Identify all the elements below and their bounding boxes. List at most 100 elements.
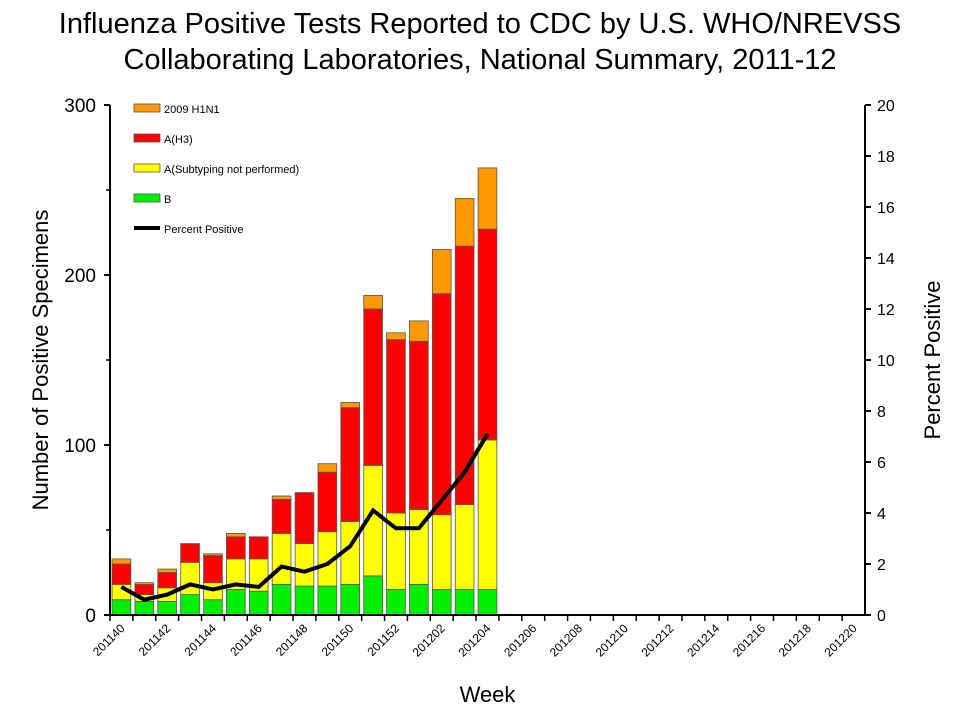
bar-segment [477,228,498,441]
legend-label: 2009 H1N1 [164,104,220,116]
bar-segment [431,514,452,590]
bar-segment [340,407,361,522]
bar-segment [409,340,429,510]
bar-segment [294,492,315,545]
bar-segment [180,594,200,616]
bar-segment [409,320,429,342]
y-tick-label: 200 [64,266,96,287]
x-tick-label: 201220 [821,621,859,659]
y-tick-label: 0 [85,606,96,627]
y2-tick-label: 18 [877,149,895,166]
bar-segment [226,533,246,538]
x-tick-label: 201144 [181,621,219,659]
bar-segment [454,504,475,590]
bar-segment [363,575,383,616]
x-tick-label: 201142 [136,621,174,659]
bar-segment [409,584,429,616]
x-tick-label: 201146 [227,621,265,659]
bar-segment [454,589,475,616]
x-tick-label: 201204 [455,621,493,659]
bar-segment [477,167,498,230]
legend-label: B [164,194,171,206]
bar-segment [271,533,292,585]
bar-segment [271,584,292,616]
y2-tick-label: 10 [877,353,895,370]
bar-segment [340,402,361,408]
y2-tick-label: 4 [877,506,886,523]
bar-segment [317,585,338,616]
percent-positive-line [120,432,490,602]
bar-segment [157,568,177,573]
bar-segment [271,495,292,500]
bar-segment [477,439,498,590]
bar-segment [294,543,315,587]
chart-title-line-1: Influenza Positive Tests Reported to CDC… [58,8,902,40]
y-tick-label: 300 [64,96,96,117]
bar-segment [271,498,292,534]
bar-segment [363,294,383,310]
bar-segment [454,245,475,505]
bar-segment [226,536,246,560]
legend-label: Percent Positive [164,224,243,236]
x-tick-label: 201218 [776,621,814,659]
bar-segment [180,561,200,595]
bar-segment [363,308,383,466]
bar-segment [134,584,155,596]
y-tick-label: 100 [64,436,96,457]
bar-segment [134,582,155,585]
bar-segment [111,558,132,565]
x-tick-label: 201212 [638,621,676,659]
bar-segment [431,249,452,295]
x-tick-label: 201150 [319,621,357,659]
bar-segment [203,555,223,584]
legend-swatch [133,103,161,113]
bar-segment [454,198,475,247]
x-tick-label: 201208 [547,621,585,659]
bar-segment [317,463,338,473]
bar-segment [431,589,452,616]
chart-title-line-2: Collaborating Laboratories, National Sum… [123,44,837,76]
y2-tick-label: 0 [877,608,886,625]
bar-segment [226,589,246,616]
legend-label: A(H3) [164,134,193,146]
bar-segment [134,601,155,616]
y2-axis-label: Percent Positive [920,281,945,440]
x-axis-label: Week [460,682,517,707]
y2-tick-label: 14 [877,251,895,268]
bar-segment [340,584,361,616]
y-axis-label: Number of Positive Specimens [28,210,53,511]
bar-segment [477,589,498,616]
bar-segment [386,332,406,340]
x-tick-label: 201216 [730,621,768,659]
x-tick-label: 201210 [593,621,631,659]
y2-tick-label: 16 [877,200,895,217]
y2-tick-label: 2 [877,557,886,574]
bar-segment [157,572,177,589]
bar-segment [317,471,338,533]
bar-segment [203,599,223,616]
bar-segment [111,599,132,616]
bar-segment [157,601,177,616]
legend-label: A(Subtyping not performed) [164,164,299,176]
legend-swatch [133,133,161,143]
x-tick-label: 201214 [684,621,722,659]
x-tick-label: 201148 [273,621,311,659]
bar-segment [248,536,269,560]
x-tick-label: 201152 [365,621,403,659]
y2-tick-label: 8 [877,404,886,421]
bar-segment [248,590,269,616]
y2-tick-label: 12 [877,302,895,319]
y2-tick-label: 6 [877,455,886,472]
bar-segment [180,543,200,563]
bar-segment [111,563,132,585]
legend-swatch [133,193,161,203]
x-tick-label: 201202 [410,621,448,659]
bar-segment [294,585,315,616]
bar-segment [386,339,406,514]
x-tick-label: 201206 [501,621,539,659]
legend-swatch [133,163,161,173]
bar-segment [431,293,452,516]
bar-segment [386,589,406,616]
